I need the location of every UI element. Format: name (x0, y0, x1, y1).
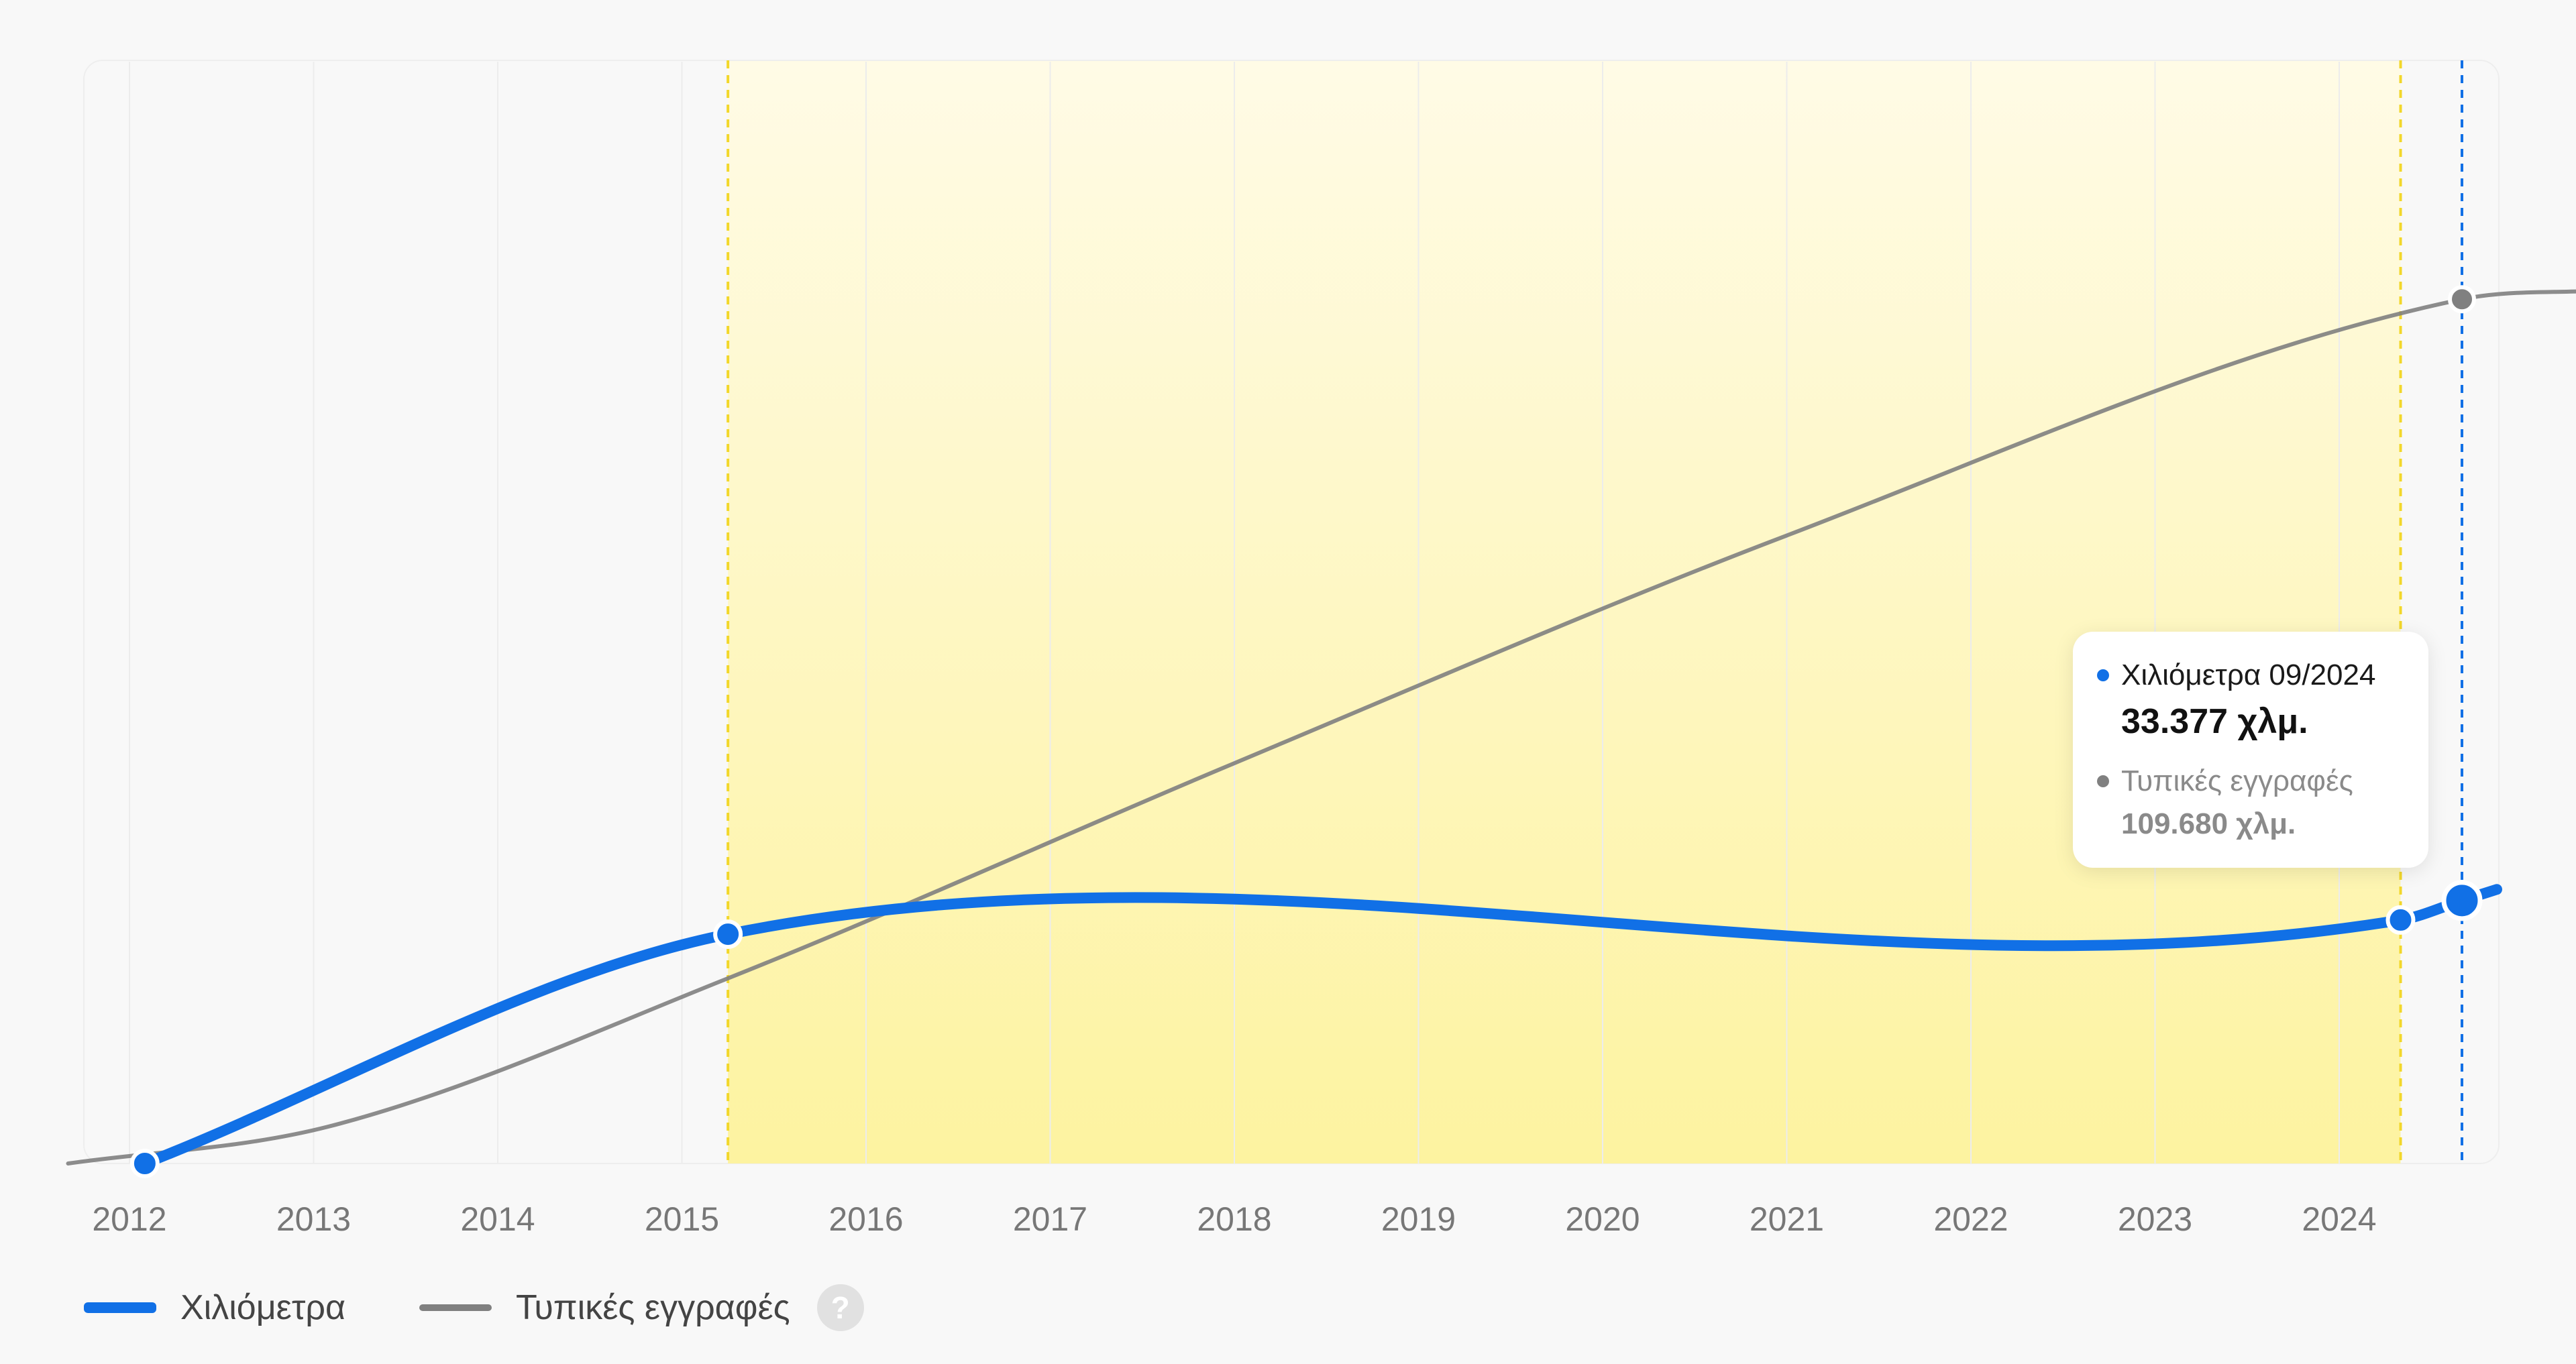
x-tick-label: 2018 (1197, 1200, 1271, 1238)
typical-point-active[interactable] (2448, 285, 2476, 314)
legend-label-km: Χιλιόμετρα (180, 1288, 346, 1327)
x-tick-label: 2022 (1933, 1200, 2008, 1238)
legend-swatch-km (84, 1302, 156, 1313)
km-point-active[interactable] (2441, 880, 2483, 921)
tooltip-typical-label: Τυπικές εγγραφές (2121, 764, 2353, 797)
x-tick-label: 2017 (1013, 1200, 1087, 1238)
legend-label-typical: Τυπικές εγγραφές (516, 1288, 790, 1327)
series-line-typical (66, 289, 2576, 1166)
help-icon[interactable]: ? (816, 1284, 864, 1331)
highlight-range (728, 61, 2401, 1163)
tooltip-typical-value: 109.680 χλμ. (2121, 807, 2296, 840)
km-point[interactable] (713, 919, 743, 950)
x-tick-label: 2014 (460, 1200, 535, 1238)
x-tick-label: 2016 (828, 1200, 903, 1238)
x-tick-label: 2015 (645, 1200, 719, 1238)
x-tick-label: 2023 (2118, 1200, 2192, 1238)
km-point[interactable] (129, 1149, 160, 1178)
x-tick-label: 2012 (92, 1200, 166, 1238)
value-tooltip: Χιλιόμετρα 09/2024 33.377 χλμ. Τυπικές ε… (2073, 632, 2428, 868)
tooltip-km-value: 33.377 χλμ. (2121, 702, 2308, 741)
x-tick-label: 2021 (1750, 1200, 1824, 1238)
chart-legend: Χιλιόμετρα Τυπικές εγγραφές ? (84, 1284, 864, 1331)
legend-item-km[interactable]: Χιλιόμετρα (84, 1288, 345, 1328)
km-point[interactable] (2385, 905, 2416, 935)
x-tick-label: 2013 (276, 1200, 351, 1238)
tooltip-typical-dot (2097, 775, 2109, 787)
x-tick-label: 2024 (2302, 1200, 2376, 1238)
legend-swatch-typical (419, 1304, 492, 1311)
legend-item-typical[interactable]: Τυπικές εγγραφές (419, 1288, 790, 1328)
series-line-km (139, 884, 2502, 1169)
x-tick-label: 2019 (1381, 1200, 1456, 1238)
tooltip-km-label: Χιλιόμετρα 09/2024 (2121, 659, 2376, 691)
x-tick-label: 2020 (1565, 1200, 1640, 1238)
tooltip-km-dot (2097, 669, 2109, 681)
